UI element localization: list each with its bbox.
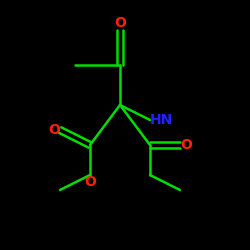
Text: O: O (180, 138, 192, 152)
Text: HN: HN (150, 113, 173, 127)
Text: O: O (84, 175, 96, 189)
Text: O: O (114, 16, 126, 30)
Text: O: O (48, 123, 60, 137)
